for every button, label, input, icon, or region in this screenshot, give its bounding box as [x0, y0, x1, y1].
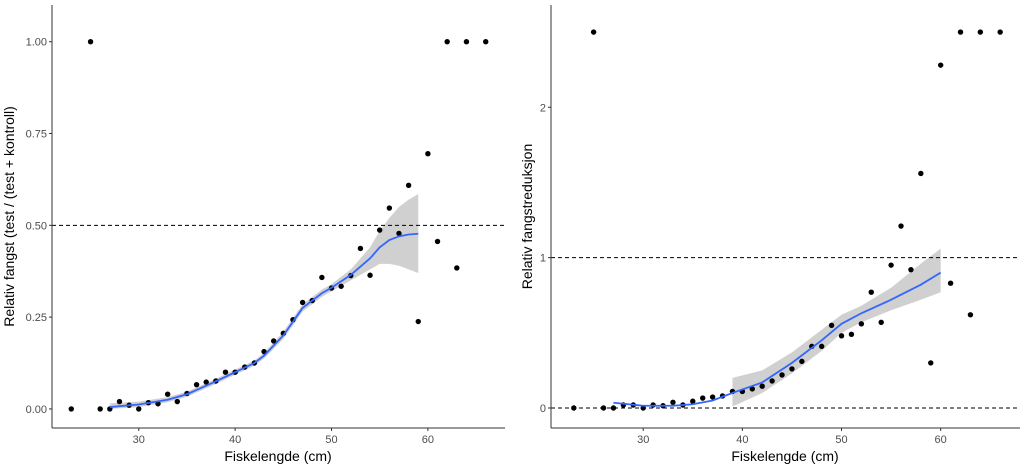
data-point [779, 372, 785, 378]
data-point [396, 230, 402, 237]
y-tick-label: 2 [540, 102, 546, 114]
data-point [937, 62, 944, 68]
y-tick-label: 0.50 [26, 220, 47, 232]
data-point [977, 29, 984, 35]
data-point [908, 266, 914, 273]
x-tick-label: 50 [835, 434, 847, 446]
data-point [997, 29, 1003, 35]
data-point [434, 238, 441, 245]
data-point [947, 280, 954, 286]
y-tick-label: 1 [540, 253, 546, 265]
data-point [590, 29, 597, 35]
data-point [759, 383, 765, 389]
y-axis-title: Relativ fangstreduksjon [519, 144, 535, 290]
y-axis-title: Relativ fangst (test / (test + kontroll) [1, 106, 17, 327]
x-tick-label: 30 [133, 434, 145, 446]
x-tick-label: 60 [935, 434, 947, 446]
data-point [888, 262, 894, 268]
smooth-line [613, 271, 942, 407]
data-point [367, 272, 373, 278]
smooth-line [109, 232, 419, 408]
data-point [858, 321, 865, 327]
x-tick-label: 50 [325, 434, 337, 446]
data-point [571, 405, 577, 411]
data-point [838, 333, 845, 339]
data-point [700, 395, 706, 401]
data-point [769, 378, 775, 384]
data-point [193, 381, 200, 388]
data-point [97, 406, 103, 412]
y-tick-label: 0.75 [26, 129, 47, 141]
data-point [415, 318, 421, 325]
data-point [357, 245, 364, 252]
data-point [299, 299, 306, 306]
data-point [174, 398, 180, 405]
data-point [868, 289, 874, 295]
y-tick-label: 0.25 [26, 312, 47, 324]
data-point [878, 319, 884, 325]
data-point [709, 394, 716, 400]
data-point [818, 343, 825, 350]
data-point [828, 322, 835, 328]
data-point [386, 205, 393, 211]
data-point [483, 39, 489, 45]
data-point [463, 39, 470, 45]
data-point [690, 398, 696, 404]
data-point [918, 170, 924, 177]
data-point [338, 283, 344, 289]
data-point [377, 227, 383, 233]
data-point [640, 405, 646, 411]
x-tick-label: 40 [736, 434, 748, 446]
data-point [600, 405, 607, 411]
x-tick-label: 60 [422, 434, 434, 446]
x-axis-title: Fiskelengde (cm) [731, 448, 838, 464]
data-point [749, 386, 755, 392]
data-point [848, 331, 855, 338]
data-point [898, 223, 904, 229]
panel-1: 30 40 50 60 0.00 0.25 0.50 0.75 1.00 Fiskelengde … [1, 5, 505, 464]
confidence-band [109, 194, 419, 409]
data-point [136, 406, 142, 412]
data-point [405, 182, 412, 188]
data-point [270, 338, 277, 344]
data-point [425, 151, 431, 157]
y-tick-label: 0 [540, 403, 546, 415]
data-point [928, 360, 934, 366]
data-point [87, 39, 94, 45]
data-point [164, 391, 171, 397]
data-point [222, 369, 229, 375]
data-point [789, 366, 795, 372]
data-point [670, 399, 676, 405]
y-tick-label: 1.00 [26, 37, 47, 49]
data-point [444, 39, 450, 45]
data-point [799, 358, 805, 365]
x-tick-label: 30 [637, 434, 649, 446]
data-point [967, 312, 974, 318]
data-point [203, 379, 209, 385]
x-axis-title: Fiskelengde (cm) [224, 448, 331, 464]
data-point [957, 29, 964, 35]
data-point [68, 406, 74, 412]
data-point [116, 398, 123, 405]
x-tick-label: 40 [229, 434, 241, 446]
data-point [610, 405, 617, 411]
data-point [454, 265, 460, 271]
data-point [319, 274, 325, 281]
y-tick-label: 0.00 [26, 404, 47, 416]
panel-2: 30 40 50 60 0 1 2 Fiskelengde (cm) Relativ fangs… [519, 5, 1020, 464]
